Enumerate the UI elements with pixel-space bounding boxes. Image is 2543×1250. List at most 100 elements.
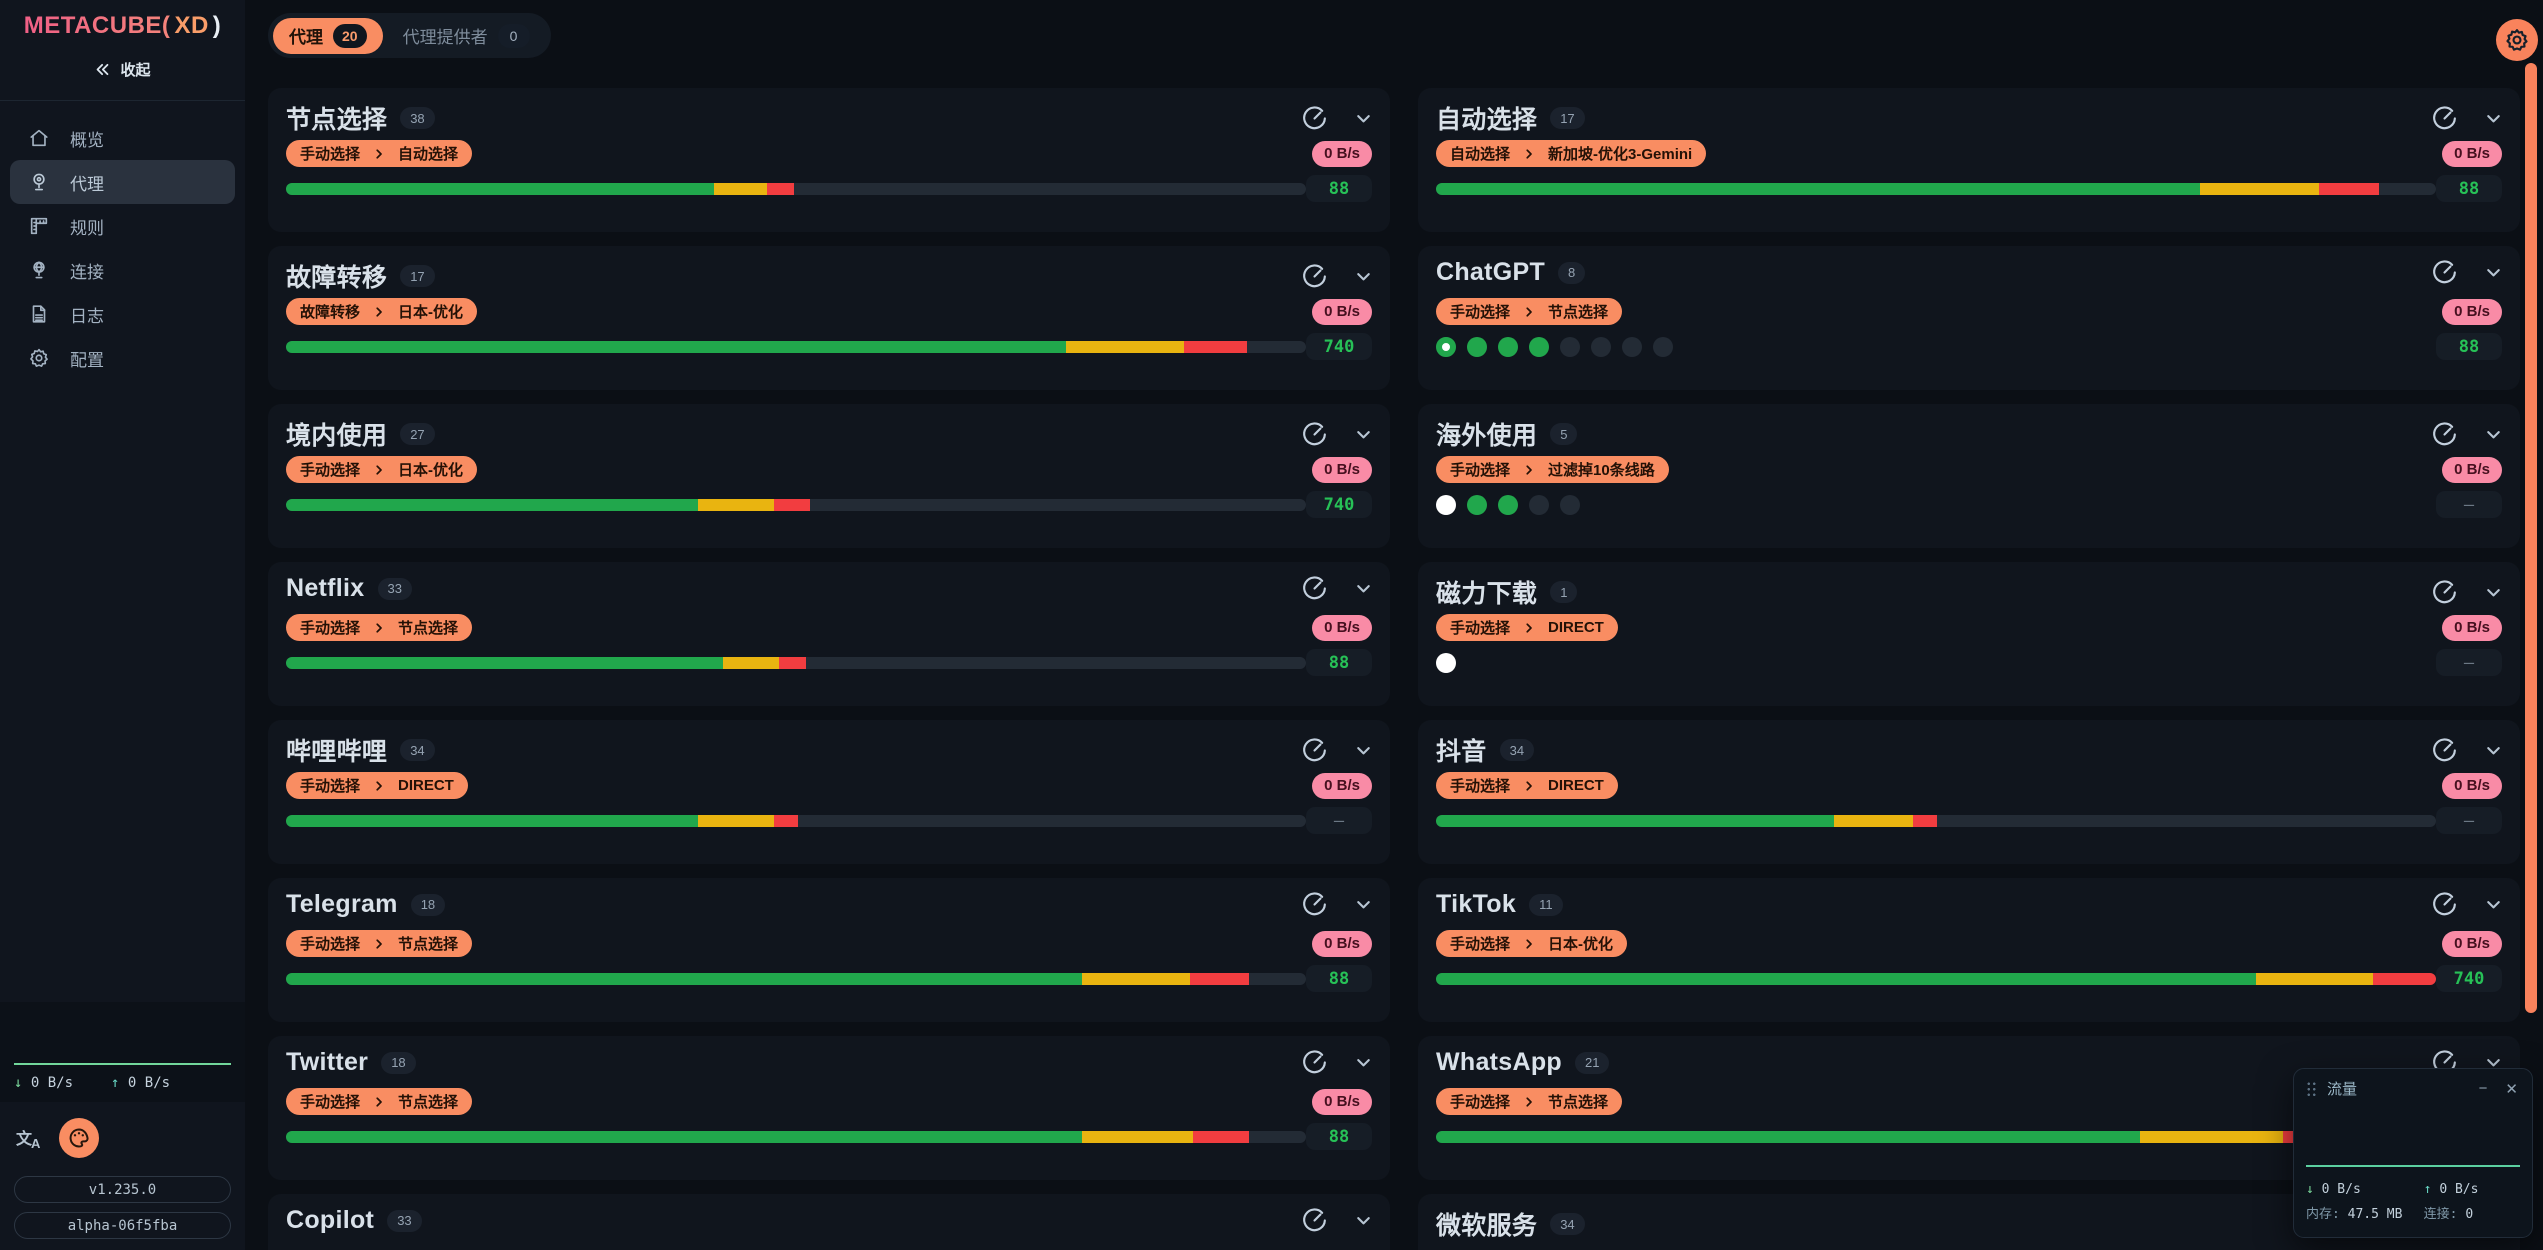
proxy-group-card[interactable]: 海外使用 5 手动选择 过滤掉10条线路 — [1418, 404, 2520, 548]
latency-test-button[interactable] — [2431, 891, 2458, 918]
latency-test-button[interactable] — [1301, 891, 1328, 918]
collapse-sidebar-button[interactable]: 收起 — [0, 58, 245, 81]
expand-collapse-button[interactable] — [2483, 740, 2504, 761]
selector-breadcrumb[interactable]: 手动选择 自动选择 — [286, 140, 473, 167]
selector-breadcrumb[interactable]: 手动选择 DIRECT — [286, 772, 468, 799]
panel-download-speed: ↓ 0 B/s — [2306, 1182, 2361, 1197]
proxy-group-card[interactable]: Telegram 18 手动选择 节点选择 — [268, 878, 1390, 1022]
drag-handle-icon[interactable] — [2306, 1080, 2317, 1097]
sidebar-item-label: 代理 — [70, 174, 104, 194]
proxy-group-card[interactable]: 抖音 34 手动选择 DIRECT — [1418, 720, 2520, 864]
expand-collapse-button[interactable] — [1353, 740, 1374, 761]
node-dot[interactable] — [1467, 494, 1487, 515]
chevron-down-icon — [1353, 1052, 1374, 1073]
proxy-group-card[interactable]: 故障转移 17 故障转移 日本-优化 — [268, 246, 1390, 390]
selector-selected-node: 日本-优化 — [1548, 936, 1614, 953]
expand-collapse-button[interactable] — [1353, 1210, 1374, 1231]
selector-breadcrumb[interactable]: 手动选择 日本-优化 — [1436, 930, 1628, 957]
proxy-group-card[interactable]: TikTok 11 手动选择 日本-优化 — [1418, 878, 2520, 1022]
node-dot[interactable] — [1560, 336, 1580, 357]
sidebar-item-label: 日志 — [70, 306, 104, 326]
node-dot[interactable] — [1436, 494, 1456, 515]
latency-test-button[interactable] — [1301, 421, 1328, 448]
latency-test-button[interactable] — [2431, 259, 2458, 286]
node-dot[interactable] — [1467, 336, 1487, 357]
node-dot[interactable] — [1653, 336, 1673, 357]
latency-test-button[interactable] — [1301, 737, 1328, 764]
selector-breadcrumb[interactable]: 手动选择 DIRECT — [1436, 772, 1618, 799]
expand-collapse-button[interactable] — [1353, 894, 1374, 915]
sidebar-item-overview[interactable]: 概览 — [10, 116, 235, 160]
expand-collapse-button[interactable] — [1353, 266, 1374, 287]
selector-breadcrumb[interactable]: 手动选择 节点选择 — [1436, 1088, 1623, 1115]
latency-test-button[interactable] — [2431, 421, 2458, 448]
node-dot[interactable] — [1498, 336, 1518, 357]
latency-test-button[interactable] — [1301, 1207, 1328, 1234]
sidebar-item-proxies[interactable]: 代理 — [10, 160, 235, 204]
tab-proxies[interactable]: 代理 20 — [273, 17, 383, 54]
selector-breadcrumb[interactable]: 手动选择 节点选择 — [286, 614, 473, 641]
expand-collapse-button[interactable] — [1353, 108, 1374, 129]
speed-badge: 0 B/s — [2442, 456, 2502, 483]
close-button[interactable]: ✕ — [2501, 1080, 2522, 1098]
proxy-group-card[interactable]: 节点选择 38 手动选择 自动选择 — [268, 88, 1390, 232]
expand-collapse-button[interactable] — [1353, 578, 1374, 599]
expand-collapse-button[interactable] — [1353, 1052, 1374, 1073]
latency-test-button[interactable] — [2431, 737, 2458, 764]
node-dot[interactable] — [1436, 652, 1456, 673]
scrollbar-thumb[interactable] — [2525, 63, 2537, 1013]
proxy-group-card[interactable]: Netflix 33 手动选择 节点选择 — [268, 562, 1390, 706]
proxy-group-card[interactable]: 哔哩哔哩 34 手动选择 DIRECT — [268, 720, 1390, 864]
proxy-group-card[interactable]: 自动选择 17 自动选择 新加坡-优化3-G — [1418, 88, 2520, 232]
sidebar-item-rules[interactable]: 规则 — [10, 204, 235, 248]
selector-breadcrumb[interactable]: 故障转移 日本-优化 — [286, 298, 478, 325]
proxy-group-card[interactable]: 境内使用 27 手动选择 日本-优化 — [268, 404, 1390, 548]
expand-collapse-button[interactable] — [2483, 582, 2504, 603]
expand-collapse-button[interactable] — [2483, 894, 2504, 915]
node-dot[interactable] — [1498, 494, 1518, 515]
node-dot[interactable] — [1622, 336, 1642, 357]
selector-breadcrumb[interactable]: 手动选择 过滤掉10条线路 — [1436, 456, 1669, 483]
tab-proxy-providers[interactable]: 代理提供者 0 — [387, 18, 546, 54]
speed-badge: 0 B/s — [1312, 298, 1372, 325]
selector-breadcrumb[interactable]: 手动选择 日本-优化 — [286, 456, 478, 483]
sidebar-item-connections[interactable]: 连接 — [10, 248, 235, 292]
tab-label: 代理提供者 — [402, 28, 488, 47]
download-speed: ↓ 0 B/s — [14, 1075, 74, 1091]
selector-breadcrumb[interactable]: 手动选择 节点选择 — [1436, 298, 1623, 325]
node-dot[interactable] — [1529, 494, 1549, 515]
proxy-group-card[interactable]: 磁力下载 1 手动选择 DIRECT — [1418, 562, 2520, 706]
speedometer-icon — [1301, 263, 1328, 290]
selector-breadcrumb[interactable]: 手动选择 节点选择 — [286, 930, 473, 957]
latency-test-button[interactable] — [2431, 105, 2458, 132]
sidebar-item-logs[interactable]: 日志 — [10, 292, 235, 336]
language-switch-button[interactable]: 文A — [16, 1125, 40, 1151]
latency-test-button[interactable] — [1301, 575, 1328, 602]
node-dots — [1436, 494, 1580, 515]
selector-breadcrumb[interactable]: 自动选择 新加坡-优化3-Gemini — [1436, 140, 1707, 167]
latency-test-button[interactable] — [2431, 579, 2458, 606]
proxy-group-card[interactable]: ChatGPT 8 手动选择 节点选择 — [1418, 246, 2520, 390]
latency-test-button[interactable] — [1301, 263, 1328, 290]
selector-group-name: 手动选择 — [1450, 462, 1511, 479]
speedometer-icon — [2431, 579, 2458, 606]
proxy-group-card[interactable]: Twitter 18 手动选择 节点选择 — [268, 1036, 1390, 1180]
proxy-settings-button[interactable] — [2496, 19, 2538, 61]
minimize-button[interactable]: − — [2475, 1080, 2492, 1097]
node-dot[interactable] — [1560, 494, 1580, 515]
selector-breadcrumb[interactable]: 手动选择 DIRECT — [1436, 614, 1618, 641]
theme-palette-button[interactable] — [59, 1118, 100, 1158]
expand-collapse-button[interactable] — [2483, 262, 2504, 283]
node-dot[interactable] — [1591, 336, 1611, 357]
expand-collapse-button[interactable] — [2483, 1052, 2504, 1073]
node-dot[interactable] — [1436, 336, 1456, 357]
expand-collapse-button[interactable] — [2483, 108, 2504, 129]
node-dot[interactable] — [1529, 336, 1549, 357]
proxy-group-card[interactable]: Copilot 33 — [268, 1194, 1390, 1250]
latency-test-button[interactable] — [1301, 105, 1328, 132]
expand-collapse-button[interactable] — [2483, 424, 2504, 445]
expand-collapse-button[interactable] — [1353, 424, 1374, 445]
latency-test-button[interactable] — [1301, 1049, 1328, 1076]
sidebar-item-config[interactable]: 配置 — [10, 336, 235, 380]
selector-breadcrumb[interactable]: 手动选择 节点选择 — [286, 1088, 473, 1115]
